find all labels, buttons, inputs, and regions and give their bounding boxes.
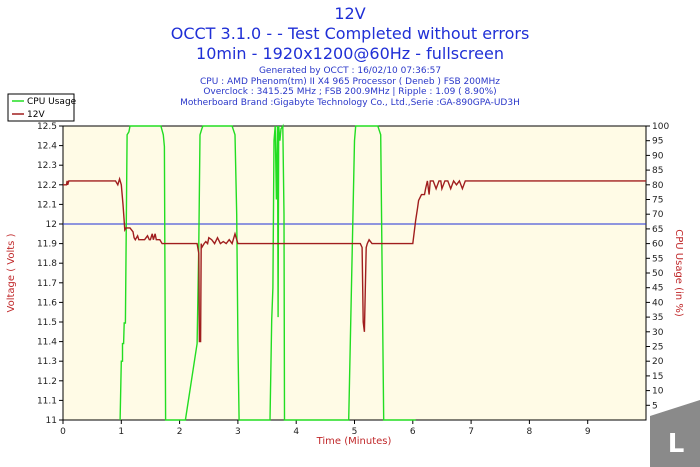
y2-tick-label: 100 xyxy=(652,122,669,132)
y2-tick-label: 95 xyxy=(652,137,663,147)
y-tick-label: 11.3 xyxy=(37,357,57,367)
y2-tick-label: 75 xyxy=(652,196,663,206)
y2-tick-label: 25 xyxy=(652,343,663,353)
legend-label-12v: 12V xyxy=(27,110,45,120)
y-tick-label: 11.4 xyxy=(37,338,57,348)
y2-tick-label: 85 xyxy=(652,166,663,176)
y2-tick-label: 10 xyxy=(652,387,664,397)
x-tick-label: 3 xyxy=(235,427,241,437)
x-tick-label: 9 xyxy=(585,427,591,437)
y-tick-label: 11.2 xyxy=(37,377,57,387)
y2-tick-label: 35 xyxy=(652,313,663,323)
y-tick-label: 11 xyxy=(46,416,57,426)
watermark-shape xyxy=(650,400,700,467)
y2-tick-label: 30 xyxy=(652,328,664,338)
legend-label-cpu-usage: CPU Usage xyxy=(27,97,77,107)
axis-ticks: 0 1 2 3 4 5 6 7 8 91111.111.211.311.411.511.611.7… xyxy=(37,122,669,437)
y-tick-label: 12.3 xyxy=(37,161,57,171)
y-tick-label: 11.6 xyxy=(37,298,57,308)
legend: CPU Usage 12V xyxy=(7,93,77,122)
y-axis-label: Voltage ( Volts ) xyxy=(6,233,17,312)
y-tick-label: 12.5 xyxy=(37,122,57,132)
plot-area xyxy=(62,125,647,421)
y-tick-label: 11.7 xyxy=(37,279,57,289)
y-tick-label: 12 xyxy=(46,220,57,230)
chart-subtitle-mode: 10min - 1920x1200@60Hz - fullscreen xyxy=(196,44,504,63)
chart-header: 12V OCCT 3.1.0 - - Test Completed withou… xyxy=(0,0,700,108)
y-tick-label: 11.9 xyxy=(37,240,57,250)
y2-tick-label: 65 xyxy=(652,225,663,235)
y-tick-label: 11.5 xyxy=(37,318,57,328)
y2-tick-label: 60 xyxy=(652,240,664,250)
series-line-12v xyxy=(63,176,646,343)
x-tick-label: 5 xyxy=(352,427,358,437)
y-tick-label: 12.4 xyxy=(37,142,57,152)
legend-box xyxy=(7,93,75,122)
y2-tick-label: 90 xyxy=(652,151,664,161)
x-tick-label: 2 xyxy=(177,427,183,437)
y2-tick-label: 5 xyxy=(652,401,658,411)
y2-axis-label: CPU Usage (in %) xyxy=(673,229,684,317)
y2-tick-label: 45 xyxy=(652,284,663,294)
overclock-info: Overclock : 3415.25 MHz ; FSB 200.9MHz |… xyxy=(203,87,497,98)
y-tick-label: 11.1 xyxy=(37,396,57,406)
motherboard-info: Motherboard Brand :Gigabyte Technology C… xyxy=(180,97,520,108)
y2-tick-label: 20 xyxy=(652,357,664,367)
y2-tick-label: 50 xyxy=(652,269,664,279)
x-tick-label: 0 xyxy=(60,427,66,437)
y-tick-label: 12.2 xyxy=(37,181,57,191)
y2-tick-label: 70 xyxy=(652,210,664,220)
y2-tick-label: 80 xyxy=(652,181,664,191)
y2-tick-label: 55 xyxy=(652,254,663,264)
y2-tick-label: 15 xyxy=(652,372,663,382)
chart-title: 12V xyxy=(334,4,366,23)
x-tick-label: 6 xyxy=(410,427,416,437)
x-tick-label: 7 xyxy=(468,427,474,437)
series-line-cpu-usage xyxy=(119,123,416,421)
y-tick-label: 12.1 xyxy=(37,200,57,210)
watermark-logo: L xyxy=(650,400,700,467)
chart-subtitle-test: OCCT 3.1.0 - - Test Completed without er… xyxy=(170,24,530,43)
generated-info: Generated by OCCT : 16/02/10 07:36:57 xyxy=(258,66,442,76)
cpu-info: CPU : AMD Phenom(tm) II X4 965 Processor… xyxy=(200,76,500,87)
watermark-letter: L xyxy=(668,429,685,459)
x-tick-label: 4 xyxy=(293,427,299,437)
x-tick-label: 8 xyxy=(527,427,533,437)
x-tick-label: 1 xyxy=(118,427,124,437)
y-tick-label: 11.8 xyxy=(37,259,57,269)
y2-tick-label: 40 xyxy=(652,298,664,308)
x-axis-label: Time (Minutes) xyxy=(316,436,392,447)
